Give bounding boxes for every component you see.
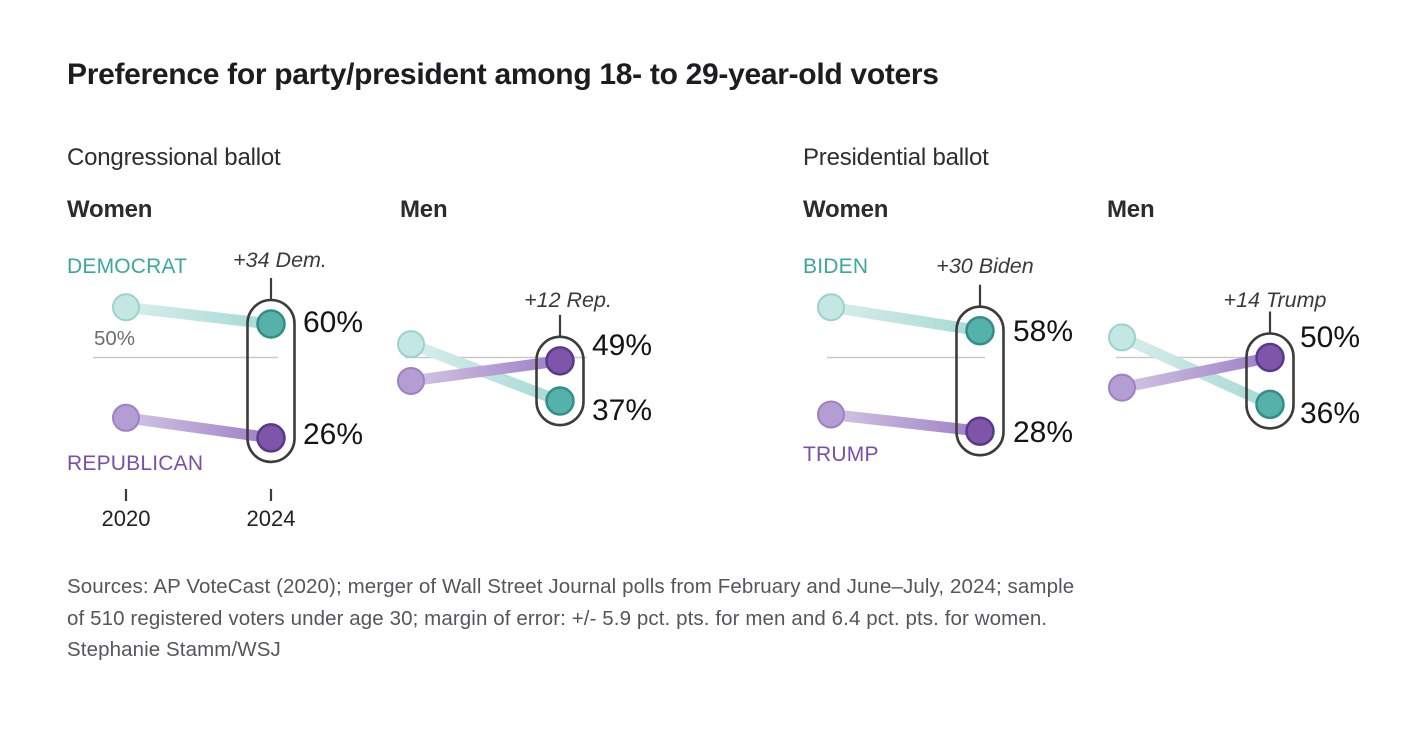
series-label-trump: TRUMP [803,443,879,466]
dot-2020-democrat [112,293,140,322]
value-label-cong-women-rep: 26% [303,418,364,451]
annotation-presidential-women: +30 Biden [936,254,1034,278]
source-line-3: Stephanie Stamm/WSJ [67,638,281,661]
gridline-50-label: 50% [94,327,136,350]
dot-2024-biden [1255,389,1285,420]
trail-trump [825,408,986,437]
group-label-congressional-women: Women [67,196,153,223]
value-label-pres-women-trump: 28% [1013,416,1074,449]
dot-2024-democrat [545,386,575,416]
annotation-congressional-women: +34 Dem. [233,248,327,272]
dot-2024-biden [965,315,995,346]
section-label-congressional: Congressional ballot [67,144,281,171]
series-label-republican: REPUBLICAN [67,452,204,475]
series-label-democrat: DEMOCRAT [67,255,188,278]
source-line-1: Sources: AP VoteCast (2020); merger of W… [67,575,1075,598]
x-tick-label-2020: 2020 [101,506,151,531]
dot-2024-republican [545,346,575,376]
dot-2020-republican [397,366,425,395]
source-note: Sources: AP VoteCast (2020); merger of W… [67,571,1074,666]
x-tick-label-2024: 2024 [246,506,296,531]
dot-2024-trump [965,416,995,446]
group-label-congressional-men: Men [400,196,448,223]
dot-2020-biden [817,293,845,322]
dot-2024-trump [1255,342,1285,373]
dot-2020-republican [112,403,140,432]
group-label-presidential-women: Women [803,196,889,223]
trail-republican [120,412,277,444]
value-label-pres-men-biden: 36% [1300,397,1361,430]
value-label-cong-men-dem: 37% [592,394,653,427]
value-label-pres-women-biden: 58% [1013,315,1074,348]
dot-2020-trump [817,400,845,429]
group-label-presidential-men: Men [1107,196,1155,223]
trail-biden [825,301,986,337]
dot-2020-trump [1108,373,1136,402]
section-label-presidential: Presidential ballot [803,144,989,171]
value-label-cong-women-dem: 60% [303,306,364,339]
dot-2024-democrat [256,309,286,339]
annotation-presidential-men: +14 Trump [1223,288,1327,312]
dot-2020-democrat [397,330,425,359]
trail-republican [405,355,566,387]
value-label-pres-men-trump: 50% [1300,321,1361,354]
chart-title: Preference for party/president among 18-… [67,58,939,91]
annotation-congressional-men: +12 Rep. [524,288,612,312]
value-label-cong-men-rep: 49% [592,329,653,362]
series-label-biden: BIDEN [803,255,869,278]
dot-2020-biden [1108,323,1136,352]
dot-2024-republican [256,423,286,453]
source-line-2: of 510 registered voters under age 30; m… [67,606,1048,630]
